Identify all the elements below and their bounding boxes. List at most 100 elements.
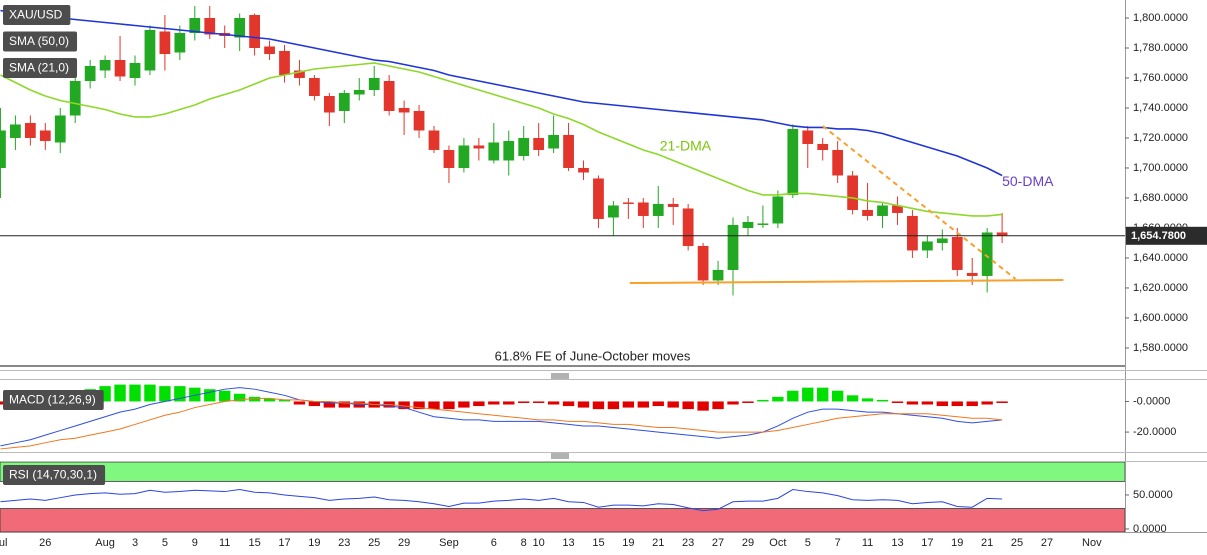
histogram-bar [921,401,934,405]
legend-box [3,31,78,52]
candle-body [0,130,6,168]
y-tick-label: 1,780.0000 [1133,42,1188,54]
histogram-bar [293,401,306,405]
y-tick-label: 1,800.0000 [1133,12,1188,24]
x-tick-label: 15 [592,537,604,549]
candle-body [234,17,246,38]
histogram-bar [129,384,141,402]
y-tick-label: 1,720.0000 [1133,132,1188,144]
legend-box [3,5,71,25]
candle-body [264,46,275,54]
candle-body [832,149,844,176]
candle-body [39,130,51,141]
trend-line [629,279,1064,285]
x-tick-label: 21 [652,537,664,549]
x-tick-label: 26 [39,537,51,549]
candle-body [951,236,963,270]
candle-body [578,167,589,173]
histogram-bar [114,384,126,402]
histogram-bar [428,401,440,410]
x-tick-label: 19 [308,537,320,549]
x-tick-label: 29 [742,537,754,549]
y-tick-label: -0.0000 [1133,395,1170,407]
candle-body [368,77,380,90]
candle-body [981,232,993,276]
candle-body [742,221,754,228]
candle-body [413,110,425,131]
histogram-bar [338,401,350,408]
candle-body [114,59,126,77]
candle-body [54,115,66,143]
histogram-bar [772,396,784,402]
x-tick-label: 23 [338,537,350,549]
candle-body [398,107,410,113]
candle-body [936,238,948,243]
x-tick-label: Sep [439,537,459,549]
y-tick-label: 1,760.0000 [1133,72,1188,84]
pane-handle[interactable] [551,453,569,459]
histogram-bar [607,401,620,410]
legend-label: SMA (50,0) [9,34,69,48]
candle-body [907,215,918,251]
histogram-bar [577,401,590,408]
candle-body [817,143,829,150]
candle-body [99,59,111,71]
x-tick-label: 27 [1041,537,1053,549]
legend-label: SMA (21,0) [9,61,69,75]
histogram-bar [727,401,739,405]
pane-handle[interactable] [551,373,569,379]
pane-0: 61.8% FE of June-October moves 21-DMA 50-D… [0,5,1125,367]
histogram-bar [174,386,186,402]
series-line [0,489,1003,512]
candle-body [294,70,305,78]
x-tick-label: 5 [805,537,811,549]
histogram-bar [637,401,649,408]
x-tick-label: 6 [491,537,497,549]
histogram-bar [413,401,425,410]
candle-body [159,31,171,54]
candle-body [518,137,530,156]
histogram-bar [682,401,694,410]
histogram-bar [547,401,560,405]
candle-body [563,134,574,168]
candle-body [772,196,784,224]
x-tick-label: 21 [981,537,993,549]
histogram-bar [622,401,635,408]
histogram-bar [518,401,530,403]
x-tick-label: 13 [562,537,574,549]
histogram-bar [488,401,500,405]
oversold-zone [0,508,1125,532]
candle-body [892,205,903,213]
x-tick-label: 13 [891,537,903,549]
last-price-label: 1,654.7800 [1131,230,1186,242]
x-tick-label: 17 [278,537,290,549]
histogram-bar [308,401,321,407]
histogram-bar [831,390,844,402]
x-tick-label: 7 [835,537,841,549]
candle-body [488,142,500,161]
x-tick-label: 19 [951,537,963,549]
x-tick-label: 25 [368,537,380,549]
histogram-bar [906,401,919,405]
x-tick-label: Oct [769,537,786,549]
histogram-bar [398,401,410,410]
x-tick-label: 19 [622,537,634,549]
histogram-bar [802,387,814,402]
candle-body [921,241,933,251]
candle-body [144,29,156,71]
x-tick-label: 23 [682,537,694,549]
x-tick-label: 17 [921,537,933,549]
series-line [0,387,1003,447]
candle-body [667,203,679,207]
histogram-bar [936,401,948,407]
histogram-bar [144,384,156,402]
candle-body [608,205,619,218]
candle-body [309,77,320,96]
histogram-bar [99,386,111,402]
histogram-bar [278,399,291,402]
histogram-bar [712,401,724,410]
candle-body [84,65,96,81]
candle-body [996,232,1008,236]
histogram-bar [996,401,1008,403]
